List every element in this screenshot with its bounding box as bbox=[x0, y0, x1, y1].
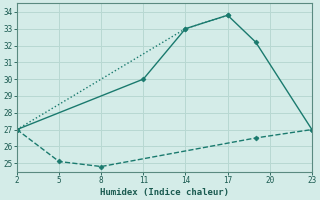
X-axis label: Humidex (Indice chaleur): Humidex (Indice chaleur) bbox=[100, 188, 229, 197]
